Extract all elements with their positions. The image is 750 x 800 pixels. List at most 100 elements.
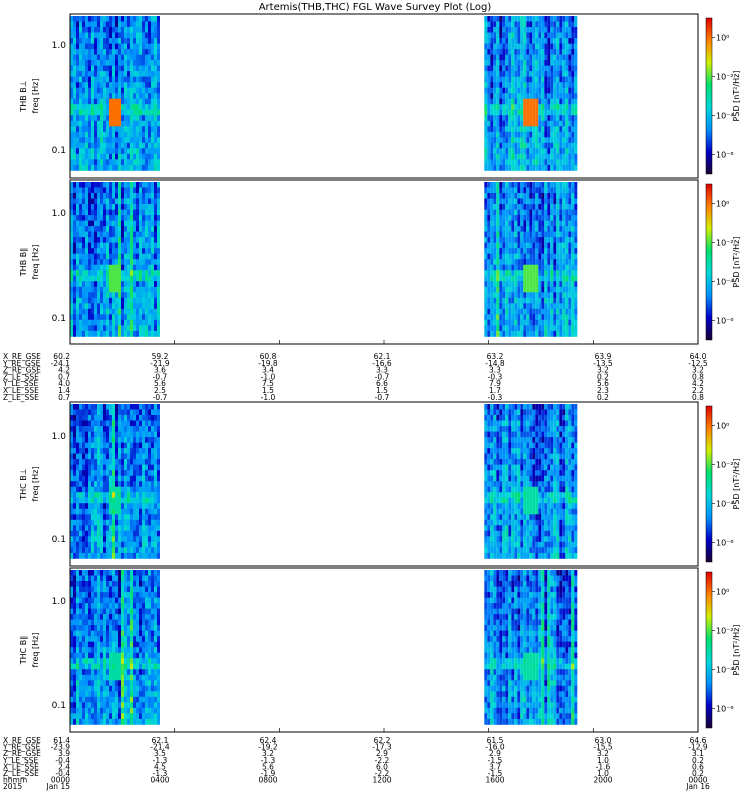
heatmap-cell xyxy=(157,426,160,432)
heatmap-cell xyxy=(574,325,578,332)
heatmap-cell xyxy=(106,303,109,310)
heatmap-cell xyxy=(112,475,115,482)
heatmap-cell xyxy=(538,148,542,155)
heatmap-cell xyxy=(154,93,157,100)
heatmap-cell xyxy=(148,503,151,510)
heatmap-cell xyxy=(517,16,521,22)
heatmap-cell xyxy=(154,131,157,138)
heatmap-cell xyxy=(103,464,106,471)
heatmap-cell xyxy=(112,21,115,28)
heatmap-cell xyxy=(562,303,566,310)
heatmap-cell xyxy=(82,115,85,122)
heatmap-cell xyxy=(487,530,491,537)
heatmap-cell xyxy=(541,38,545,44)
heatmap-cell xyxy=(493,519,497,526)
heatmap-cell xyxy=(118,448,121,454)
heatmap-cell xyxy=(76,242,79,249)
heatmap-cell xyxy=(142,481,145,488)
heatmap-cell xyxy=(541,437,545,443)
heatmap-cell xyxy=(523,475,527,482)
heatmap-cell xyxy=(541,530,545,537)
heatmap-cell xyxy=(124,514,127,521)
heatmap-cell xyxy=(487,231,491,238)
heatmap-cell xyxy=(538,292,542,299)
heatmap-cell xyxy=(565,120,569,127)
heatmap-cell xyxy=(565,109,569,116)
heatmap-cell xyxy=(79,470,82,477)
heatmap-thb-bperp xyxy=(70,16,578,171)
heatmap-cell xyxy=(112,182,115,188)
heatmap-cell xyxy=(145,148,148,155)
heatmap-cell xyxy=(520,325,524,332)
heatmap-cell xyxy=(562,120,566,127)
heatmap-cell xyxy=(142,437,145,443)
heatmap-cell xyxy=(568,209,572,216)
heatmap-cell xyxy=(553,404,557,410)
heatmap-cell xyxy=(124,508,127,515)
heatmap-cell xyxy=(556,426,560,432)
heatmap-cell xyxy=(523,193,527,199)
heatmap-cell xyxy=(100,297,103,304)
heatmap-cell xyxy=(82,142,85,149)
heatmap-cell xyxy=(121,508,124,515)
heatmap-cell xyxy=(154,153,157,160)
heatmap-cell xyxy=(496,536,500,543)
heatmap-cell xyxy=(85,164,88,171)
heatmap-cell xyxy=(82,525,85,532)
heatmap-cell xyxy=(550,415,554,421)
heatmap-cell xyxy=(508,215,512,221)
heatmap-cell xyxy=(541,182,545,188)
heatmap-cell xyxy=(121,204,124,210)
heatmap-cell xyxy=(484,525,488,532)
heatmap-cell xyxy=(97,71,100,77)
heatmap-cell xyxy=(85,525,88,532)
heatmap-cell xyxy=(496,43,500,50)
heatmap-cell xyxy=(547,431,551,438)
heatmap-cell xyxy=(532,442,536,449)
heatmap-cell xyxy=(550,32,554,39)
heatmap-cell xyxy=(94,259,97,266)
heatmap-cell xyxy=(568,253,572,260)
heatmap-cell xyxy=(94,98,97,105)
heatmap-cell xyxy=(109,281,112,288)
heatmap-cell xyxy=(496,547,500,554)
heatmap-cell xyxy=(70,16,73,22)
heatmap-cell xyxy=(109,453,112,460)
heatmap-cell xyxy=(115,481,118,488)
heatmap-cell xyxy=(85,126,88,133)
heatmap-cell xyxy=(553,131,557,138)
heatmap-cell xyxy=(112,104,115,111)
heatmap-cell xyxy=(541,325,545,332)
heatmap-cell xyxy=(514,54,518,61)
heatmap-cell xyxy=(541,71,545,77)
heatmap-cell xyxy=(547,215,551,221)
heatmap-cell xyxy=(85,431,88,438)
heatmap-cell xyxy=(100,104,103,111)
heatmap-cell xyxy=(130,486,133,493)
heatmap-cell xyxy=(136,93,139,100)
heatmap-cell xyxy=(544,242,548,249)
heatmap-cell xyxy=(553,60,557,66)
heatmap-cell xyxy=(526,264,530,271)
heatmap-cell xyxy=(496,27,500,33)
heatmap-cell xyxy=(148,519,151,526)
heatmap-cell xyxy=(82,76,85,83)
heatmap-cell xyxy=(154,275,157,282)
heatmap-cell xyxy=(112,292,115,299)
heatmap-cell xyxy=(157,437,160,443)
heatmap-cell xyxy=(112,126,115,133)
heatmap-cell xyxy=(532,65,536,72)
heatmap-cell xyxy=(139,259,142,266)
heatmap-cell xyxy=(82,514,85,521)
heatmap-cell xyxy=(532,137,536,144)
heatmap-cell xyxy=(505,437,509,443)
heatmap-cell xyxy=(502,182,506,188)
heatmap-cell xyxy=(514,286,518,293)
heatmap-cell xyxy=(82,159,85,166)
heatmap-cell xyxy=(100,552,103,559)
heatmap-cell xyxy=(562,148,566,155)
heatmap-cell xyxy=(145,308,148,315)
heatmap-cell xyxy=(130,292,133,299)
heatmap-cell xyxy=(139,43,142,50)
heatmap-cell xyxy=(157,314,160,321)
